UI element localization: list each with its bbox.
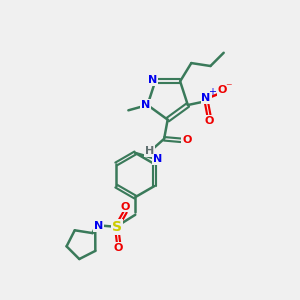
Text: O: O [182,135,191,145]
Text: N: N [148,75,158,85]
Text: N: N [94,221,104,231]
Text: O: O [114,243,123,253]
Text: H: H [145,146,154,156]
Text: S: S [112,220,122,234]
Text: O: O [218,85,227,95]
Text: +: + [208,87,216,98]
Text: N: N [153,154,162,164]
Text: O: O [204,116,214,126]
Text: N: N [202,93,211,103]
Text: O: O [121,202,130,212]
Text: ⁻: ⁻ [225,81,232,94]
Text: N: N [140,100,150,110]
